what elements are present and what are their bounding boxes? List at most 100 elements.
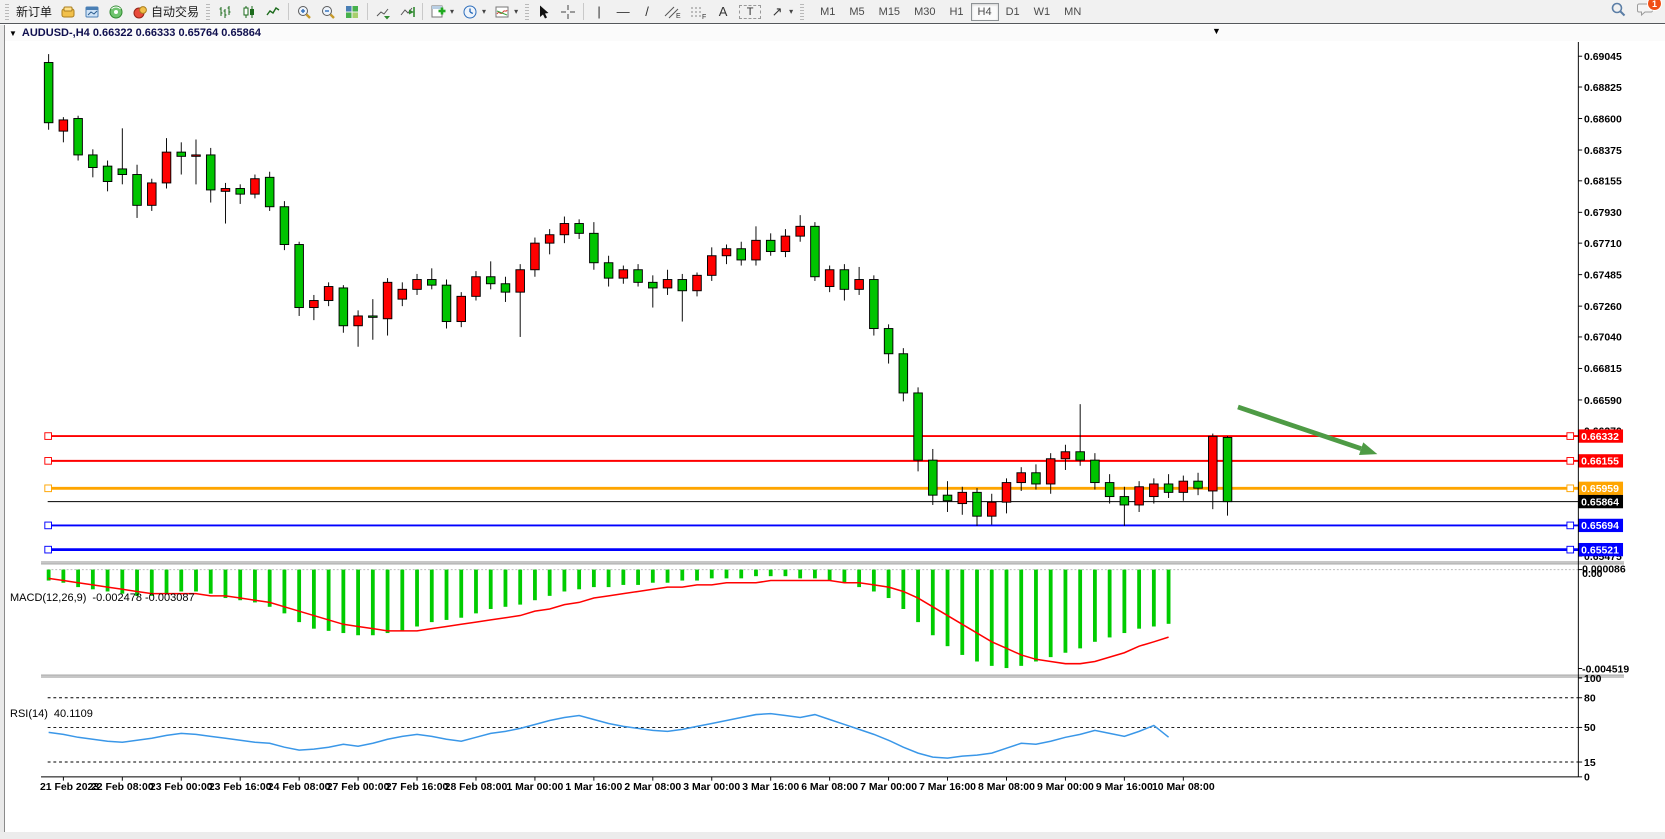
svg-text:0.65959: 0.65959 <box>1581 484 1619 495</box>
text-tool-button[interactable]: A <box>711 2 735 22</box>
chart-title-bar[interactable]: ▼ AUDUSD-,H4 0.66322 0.66333 0.65764 0.6… <box>5 25 1665 41</box>
svg-text:6 Mar 08:00: 6 Mar 08:00 <box>801 782 858 793</box>
trendline-tool-button[interactable]: / <box>635 2 659 22</box>
chart-shift-icon <box>399 4 415 20</box>
window-bottom-edge <box>0 832 1665 839</box>
svg-text:23 Feb 00:00: 23 Feb 00:00 <box>150 782 213 793</box>
vertical-line-tool-button[interactable]: | <box>587 2 611 22</box>
svg-text:1 Mar 16:00: 1 Mar 16:00 <box>565 782 622 793</box>
add-indicator-caret-icon[interactable]: ▾ <box>450 7 455 16</box>
bar-chart-icon <box>217 4 233 20</box>
svg-text:0.68375: 0.68375 <box>1584 146 1622 157</box>
equidistant-channel-tool-button[interactable]: E <box>659 2 685 22</box>
svg-text:-0.004519: -0.004519 <box>1582 664 1629 675</box>
new-order-button[interactable]: 新订单 <box>12 2 56 22</box>
template-button[interactable]: ▾ <box>490 2 522 22</box>
gold-package-button[interactable] <box>56 2 80 22</box>
horizontal-line-tool-button[interactable]: — <box>611 2 635 22</box>
toolbar-drag-handle[interactable] <box>800 3 805 20</box>
svg-text:F: F <box>702 14 706 20</box>
tile-windows-icon <box>344 4 360 20</box>
svg-text:0.66590: 0.66590 <box>1584 396 1622 407</box>
bar-chart-button[interactable] <box>213 2 237 22</box>
period-caret-icon[interactable]: ▾ <box>482 7 487 16</box>
timeframe-M5[interactable]: M5 <box>849 5 865 18</box>
main-toolbar: 新订单 自动交易 ▾ ▾ <box>0 0 1665 24</box>
zoom-out-button[interactable] <box>316 2 340 22</box>
gold-package-icon <box>60 4 76 20</box>
candlestick-chart-button[interactable] <box>237 2 261 22</box>
svg-text:3 Mar 16:00: 3 Mar 16:00 <box>742 782 799 793</box>
signal-icon <box>108 4 124 20</box>
auto-trading-icon <box>132 4 148 20</box>
timeframe-MN[interactable]: MN <box>1064 5 1082 18</box>
zoom-in-icon <box>296 4 312 20</box>
vertical-line-icon: | <box>597 4 601 19</box>
line-chart-button[interactable] <box>261 2 285 22</box>
macd-values: -0.002478 -0.003087 <box>92 592 195 604</box>
text-tool-icon: A <box>718 4 728 19</box>
arrows-tool-icon: ↗ <box>771 3 783 19</box>
rsi-value: 40.1109 <box>53 708 93 720</box>
market-window-button[interactable] <box>80 2 104 22</box>
svg-text:E: E <box>676 13 681 20</box>
text-label-tool-button[interactable]: T <box>735 2 765 22</box>
timeframe-M15[interactable]: M15 <box>878 5 901 18</box>
timeframe-W1[interactable]: W1 <box>1033 5 1051 18</box>
arrows-tool-button[interactable]: ↗ ▾ <box>765 2 797 22</box>
auto-scroll-icon <box>375 4 391 20</box>
crosshair-tool-button[interactable] <box>556 2 580 22</box>
fibonacci-tool-button[interactable]: F <box>685 2 711 22</box>
svg-text:21 Feb 2023: 21 Feb 2023 <box>40 782 99 793</box>
chart-shift-button[interactable] <box>395 2 419 22</box>
signal-button[interactable] <box>104 2 128 22</box>
svg-text:0.67040: 0.67040 <box>1584 333 1622 344</box>
new-order-label: 新订单 <box>16 5 53 19</box>
timeframe-M30[interactable]: M30 <box>914 5 936 18</box>
svg-text:0.67710: 0.67710 <box>1584 239 1622 250</box>
channel-icon: E <box>663 4 681 20</box>
svg-text:0.68825: 0.68825 <box>1584 83 1622 94</box>
auto-scroll-button[interactable] <box>371 2 395 22</box>
notifications-button[interactable]: 1 <box>1637 0 1662 22</box>
cursor-tool-button[interactable] <box>532 2 556 22</box>
toolbar-separator <box>288 3 290 20</box>
svg-text:2 Mar 08:00: 2 Mar 08:00 <box>624 782 681 793</box>
toolbar-drag-handle[interactable] <box>5 3 9 20</box>
toolbar-separator <box>583 3 585 20</box>
auto-trading-button[interactable]: 自动交易 <box>128 2 203 22</box>
svg-text:10 Mar 08:00: 10 Mar 08:00 <box>1152 782 1215 793</box>
svg-text:80: 80 <box>1584 694 1596 705</box>
period-button[interactable]: ▾ <box>458 2 490 22</box>
toolbar-separator <box>422 3 424 20</box>
horizontal-line-icon: — <box>616 4 630 19</box>
svg-text:7 Mar 00:00: 7 Mar 00:00 <box>860 782 917 793</box>
timeframe-H4[interactable]: H4 <box>970 2 999 21</box>
svg-text:0.65864: 0.65864 <box>1581 497 1619 508</box>
one-click-corner-icon[interactable]: ▼ <box>1212 26 1221 36</box>
svg-text:0.67485: 0.67485 <box>1584 270 1622 281</box>
arrows-caret-icon[interactable]: ▾ <box>789 7 794 16</box>
template-caret-icon[interactable]: ▾ <box>514 7 519 16</box>
svg-text:22 Feb 08:00: 22 Feb 08:00 <box>91 782 154 793</box>
svg-text:28 Feb 08:00: 28 Feb 08:00 <box>445 782 508 793</box>
notification-badge: 1 <box>1647 0 1662 11</box>
zoom-in-button[interactable] <box>292 2 316 22</box>
candlestick-chart-icon <box>241 4 257 20</box>
toolbar-drag-handle[interactable] <box>206 3 211 20</box>
tile-windows-button[interactable] <box>340 2 364 22</box>
chart-canvas[interactable]: 0.69045 0.68825 0.68600 0.68375 0.68155 0.679… <box>0 41 1665 832</box>
timeframe-D1[interactable]: D1 <box>1005 5 1020 18</box>
timeframe-M1[interactable]: M1 <box>820 5 836 18</box>
svg-text:50: 50 <box>1584 723 1596 734</box>
search-icon[interactable] <box>1610 1 1627 23</box>
fibonacci-icon: F <box>689 4 707 20</box>
chart-collapse-icon[interactable]: ▼ <box>9 28 17 38</box>
svg-text:0.65475: 0.65475 <box>1584 552 1622 563</box>
timeframe-H1[interactable]: H1 <box>949 5 964 18</box>
svg-text:100: 100 <box>1584 674 1602 685</box>
add-indicator-button[interactable]: ▾ <box>426 2 458 22</box>
toolbar-drag-handle[interactable] <box>525 3 530 20</box>
svg-text:27 Feb 16:00: 27 Feb 16:00 <box>386 782 449 793</box>
macd-name: MACD(12,26,9) <box>10 592 87 604</box>
